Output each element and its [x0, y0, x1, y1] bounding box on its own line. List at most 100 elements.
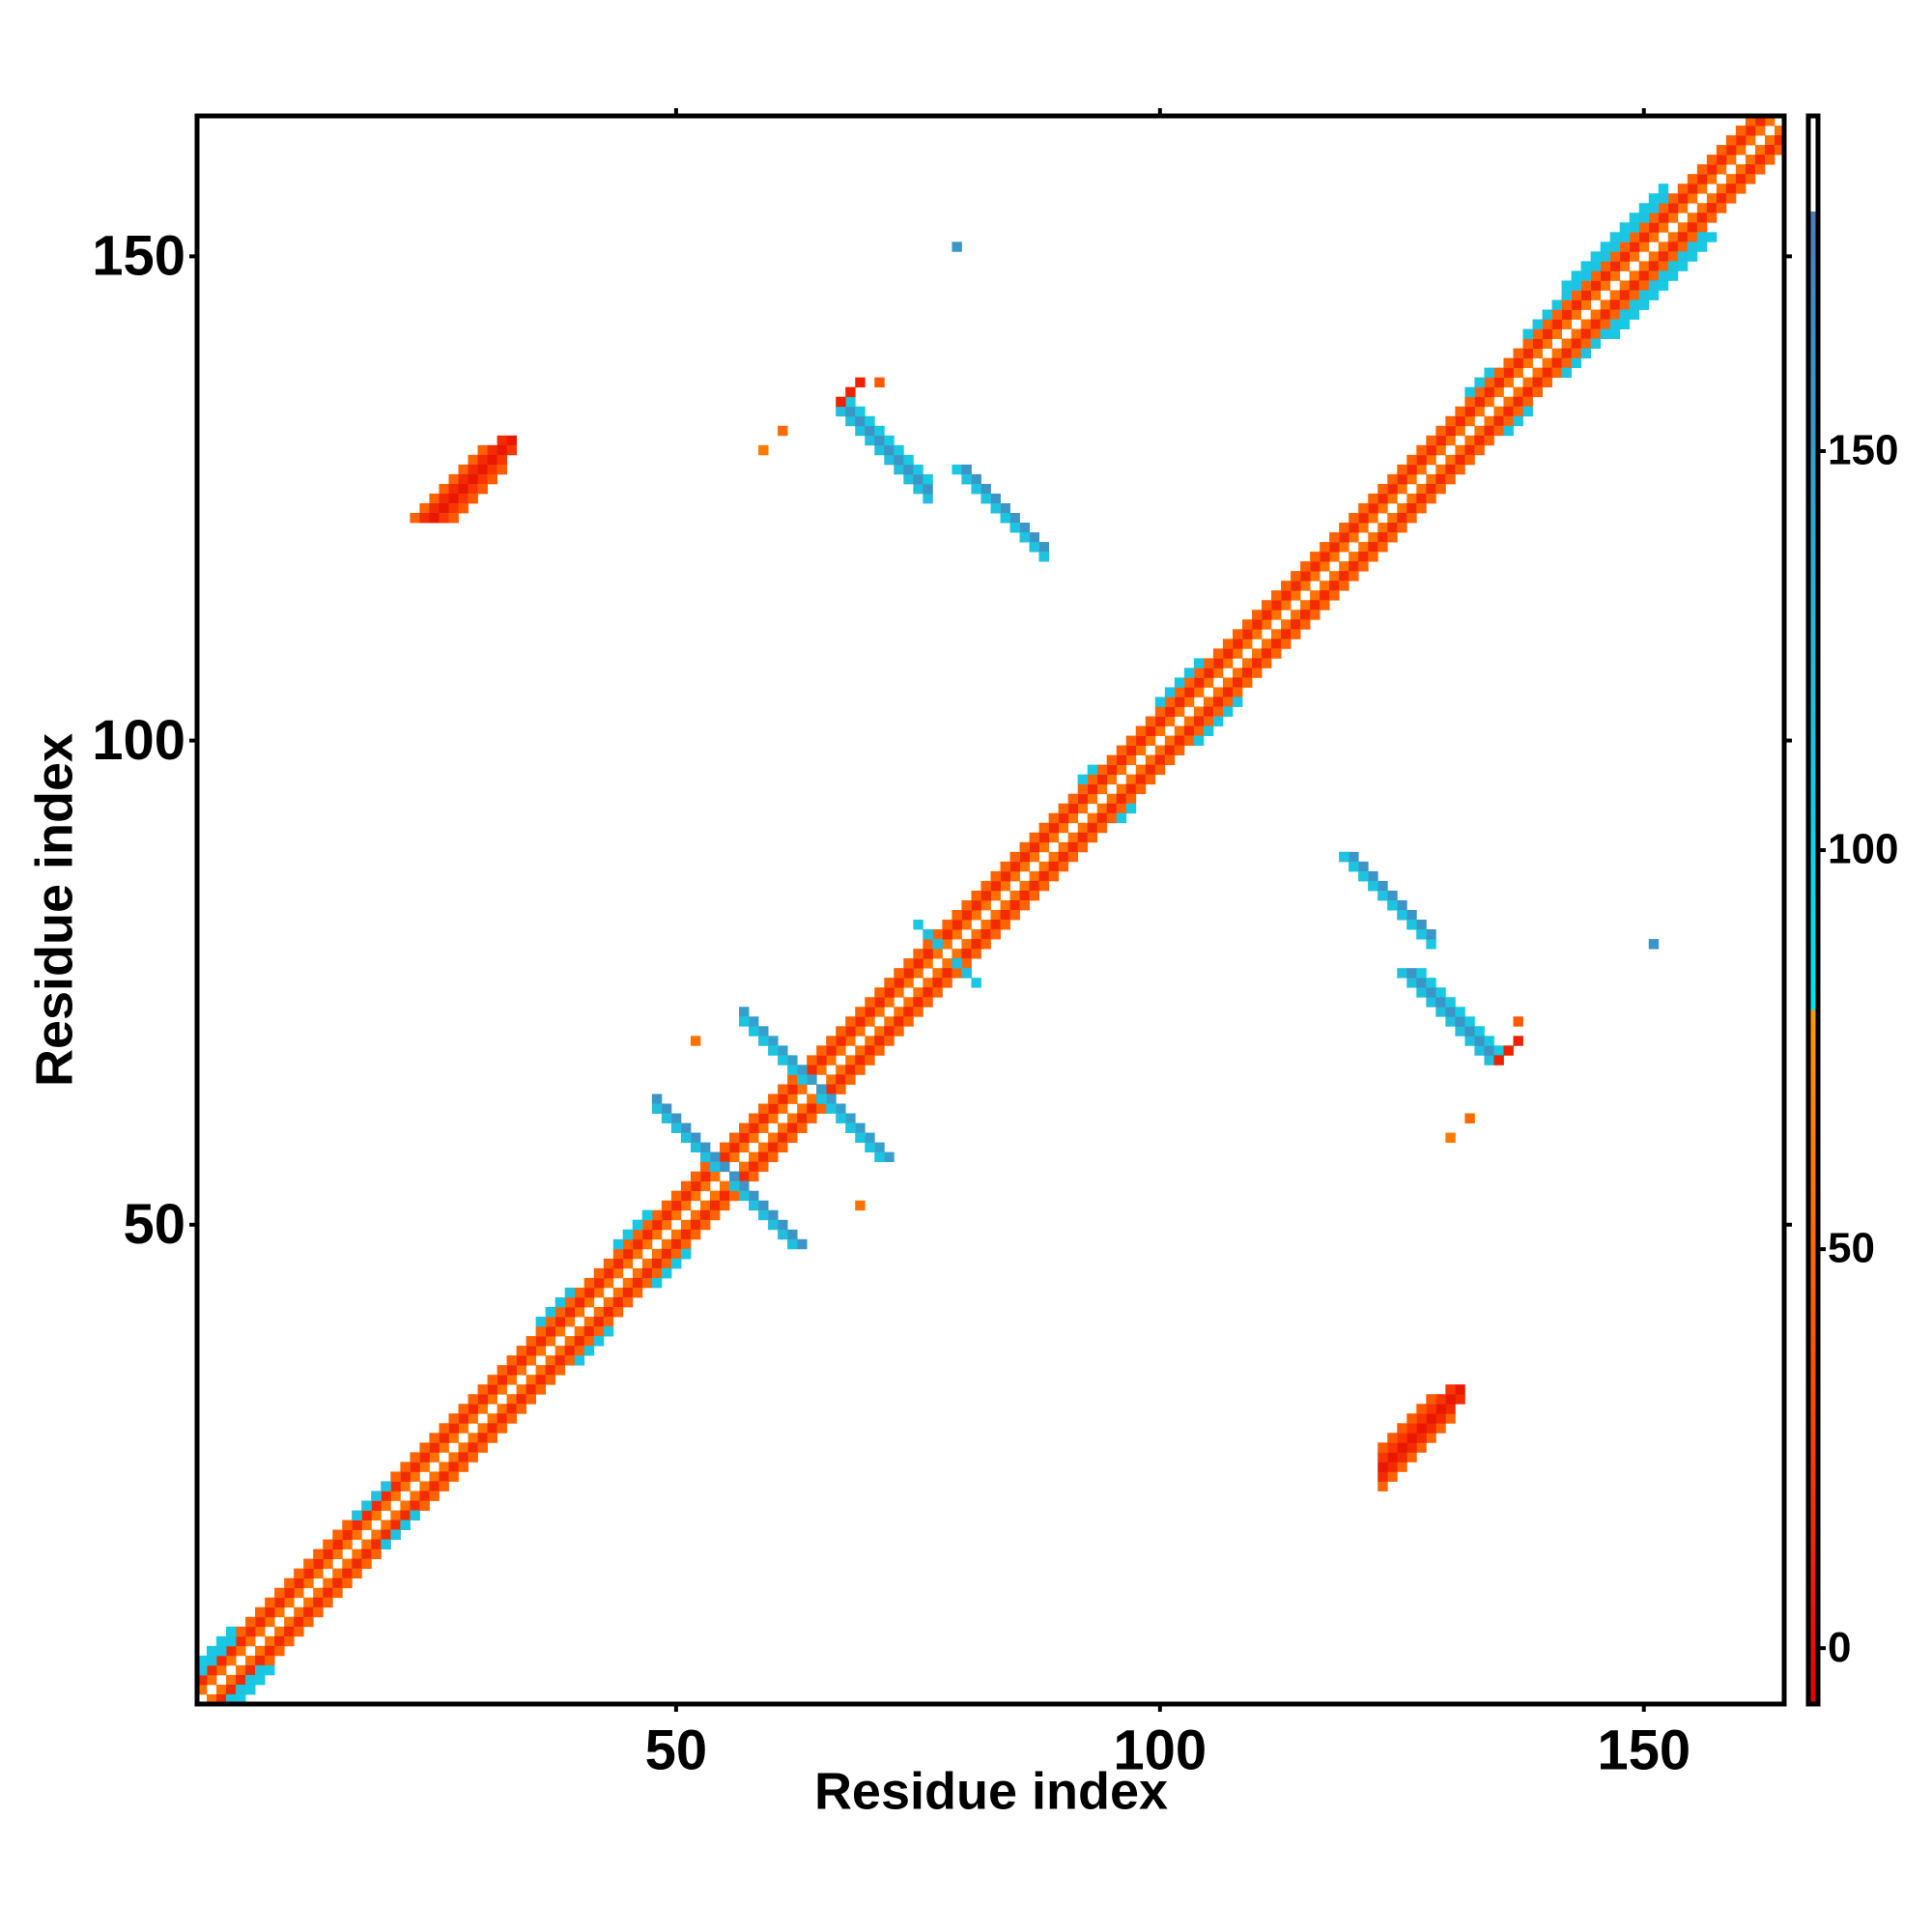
cell [439, 483, 449, 495]
cell [1609, 251, 1621, 262]
cell [1368, 870, 1378, 882]
cell [1096, 774, 1108, 785]
cell [680, 1248, 692, 1260]
cell [894, 1016, 904, 1027]
cell [1455, 454, 1465, 466]
cell [923, 949, 933, 959]
cell [487, 1375, 497, 1385]
cell [371, 1510, 382, 1520]
cell [651, 1248, 663, 1260]
cell [371, 1491, 382, 1501]
cell [1455, 1016, 1465, 1027]
cell [1048, 832, 1060, 843]
cell [1426, 1404, 1436, 1414]
cell [865, 1007, 875, 1017]
cell [961, 920, 972, 930]
cell [1513, 357, 1523, 369]
cell [1077, 783, 1089, 795]
cell [1077, 774, 1089, 785]
cell [1445, 1413, 1456, 1424]
cell [1706, 213, 1718, 223]
cell [990, 502, 1001, 514]
cell [1435, 1413, 1446, 1424]
cell [739, 1016, 750, 1027]
cell [1378, 1462, 1388, 1472]
cell [797, 1074, 808, 1085]
cell [1638, 299, 1650, 310]
cell [1406, 473, 1417, 485]
cell [980, 880, 991, 892]
cell [535, 1346, 547, 1356]
cell [303, 1568, 314, 1579]
cell [1426, 1394, 1436, 1405]
cell [865, 1045, 875, 1056]
cell [284, 1597, 295, 1608]
cell [797, 1113, 808, 1123]
cell [1735, 184, 1747, 194]
cell [342, 1558, 353, 1570]
cell [439, 502, 449, 514]
cells [197, 116, 1785, 1705]
cell [1416, 929, 1427, 940]
cell [1300, 581, 1311, 591]
cell [1300, 619, 1311, 630]
cell [894, 444, 904, 456]
cell [1609, 309, 1621, 320]
cell [294, 1626, 304, 1637]
cell [1551, 328, 1562, 339]
cell [1561, 280, 1572, 291]
cell [1193, 706, 1205, 717]
cell [874, 997, 885, 1008]
cell [749, 1200, 759, 1211]
cell [952, 958, 962, 969]
cell [1019, 890, 1030, 901]
cell [826, 1055, 837, 1065]
cell [1435, 435, 1446, 446]
cell [651, 1277, 663, 1289]
cell [516, 1365, 527, 1376]
cell [1222, 687, 1234, 697]
cell [1397, 464, 1407, 475]
cell [603, 1296, 614, 1308]
cell [1706, 193, 1718, 204]
cell [1222, 696, 1234, 707]
cell [932, 968, 943, 979]
cell [874, 425, 885, 437]
cell [739, 1190, 750, 1202]
cell [1619, 242, 1631, 252]
cell [942, 939, 952, 950]
cell [410, 1452, 420, 1463]
cell [913, 920, 923, 930]
cell [884, 454, 895, 466]
cell [1571, 357, 1582, 369]
cell [661, 1200, 672, 1211]
cell [468, 1442, 478, 1453]
cell [1435, 997, 1446, 1008]
cell [865, 1142, 875, 1153]
cell [903, 454, 914, 466]
cell [1310, 571, 1321, 582]
cell [758, 1200, 769, 1211]
cell [1232, 629, 1243, 639]
cell [1291, 571, 1301, 582]
cell [1513, 415, 1523, 427]
cell [1474, 406, 1485, 417]
cell [545, 1326, 556, 1337]
cell [216, 1635, 227, 1647]
cell [245, 1664, 256, 1676]
cell [303, 1558, 314, 1570]
cell [980, 899, 991, 911]
cell [1474, 1036, 1485, 1046]
cell [1281, 600, 1292, 611]
cell [1445, 473, 1456, 485]
cell [332, 1568, 343, 1579]
cell [458, 1413, 469, 1424]
cell [1164, 754, 1176, 766]
cell [1455, 1394, 1465, 1405]
cell [1735, 126, 1747, 136]
cell [1000, 920, 1010, 930]
cell [1222, 706, 1234, 717]
cell [1445, 997, 1456, 1008]
cell [1455, 1026, 1465, 1037]
cell [1406, 910, 1417, 921]
